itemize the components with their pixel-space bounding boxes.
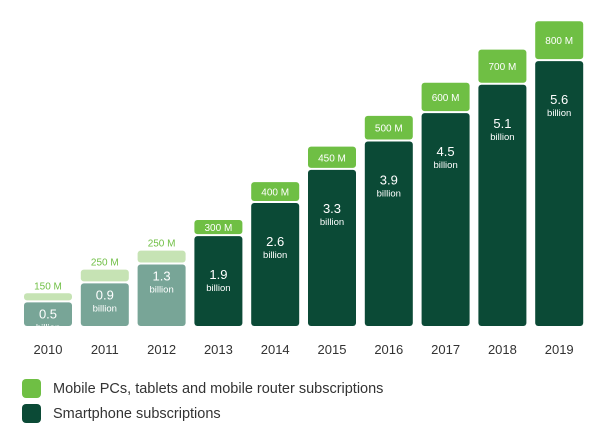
- bar-mobile-pc-2010: [24, 293, 72, 301]
- legend-swatch-mobile-pcs: [22, 379, 41, 398]
- label-smartphone-2012: 1.3: [153, 269, 171, 284]
- x-tick-2012: 2012: [147, 342, 176, 357]
- label-smartphone-2011: 0.9: [96, 287, 114, 302]
- legend-item-mobile-pcs: Mobile PCs, tablets and mobile router su…: [22, 376, 383, 401]
- x-tick-2011: 2011: [91, 342, 119, 357]
- label-mobile-pc-2017: 600 M: [432, 93, 460, 104]
- bar-smartphone-2015: [308, 169, 356, 326]
- bar-smartphone-2011: [80, 283, 129, 326]
- label-mobile-pc-2015: 450 M: [318, 153, 346, 164]
- bar-mobile-pc-2017: [421, 82, 470, 112]
- label-mobile-pc-2011: 250 M: [91, 258, 119, 269]
- bar-smartphone-2018: [478, 84, 527, 327]
- bar-smartphone-2016: [364, 141, 413, 326]
- legend-label-mobile-pcs: Mobile PCs, tablets and mobile router su…: [53, 380, 384, 397]
- label-mobile-pc-2013: 300 M: [205, 223, 233, 234]
- x-tick-2017: 2017: [431, 342, 460, 357]
- x-tick-2019: 2019: [545, 342, 574, 357]
- legend-swatch-smartphone: [22, 404, 41, 423]
- label-smartphone-2015: 3.3: [323, 201, 341, 216]
- label-smartphone-unit-2013: billion: [206, 283, 230, 294]
- label-smartphone-2010: 0.5: [39, 306, 57, 321]
- bar-mobile-pc-2019: [535, 21, 584, 60]
- bar-mobile-pc-2016: [364, 115, 413, 140]
- label-mobile-pc-2014: 400 M: [261, 188, 289, 199]
- bar-mobile-pc-2012: [137, 250, 186, 263]
- label-smartphone-2016: 3.9: [380, 173, 398, 188]
- bar-mobile-pc-2015: [308, 146, 356, 168]
- x-tick-2014: 2014: [261, 342, 290, 357]
- label-smartphone-unit-2016: billion: [377, 189, 401, 200]
- label-smartphone-unit-2012: billion: [149, 285, 173, 296]
- legend-label-smartphone: Smartphone subscriptions: [53, 405, 221, 422]
- label-smartphone-2018: 5.1: [493, 116, 511, 131]
- x-tick-2013: 2013: [204, 342, 233, 357]
- label-smartphone-unit-2015: billion: [320, 217, 344, 228]
- bar-smartphone-2013: [194, 236, 243, 326]
- label-smartphone-unit-2014: billion: [263, 250, 287, 261]
- label-smartphone-unit-2019: billion: [547, 108, 571, 119]
- label-mobile-pc-2019: 800 M: [545, 36, 573, 47]
- x-tick-2010: 2010: [34, 342, 63, 357]
- label-smartphone-2014: 2.6: [266, 234, 284, 249]
- bar-mobile-pc-2014: [251, 182, 300, 202]
- legend: Mobile PCs, tablets and mobile router su…: [22, 376, 383, 426]
- bar-smartphone-2017: [421, 113, 470, 327]
- label-smartphone-2013: 1.9: [209, 267, 227, 282]
- bar-mobile-pc-2011: [80, 269, 129, 282]
- bar-smartphone-2010: [24, 302, 72, 326]
- x-tick-2015: 2015: [318, 342, 347, 357]
- bar-mobile-pc-2018: [478, 49, 527, 83]
- label-smartphone-2017: 4.5: [437, 144, 455, 159]
- label-smartphone-unit-2011: billion: [93, 303, 117, 314]
- label-mobile-pc-2010: 150 M: [34, 281, 62, 292]
- x-tick-2018: 2018: [488, 342, 517, 357]
- label-smartphone-2019: 5.6: [550, 92, 568, 107]
- label-smartphone-unit-2010: billion: [36, 322, 60, 333]
- bar-smartphone-2014: [251, 203, 300, 326]
- label-mobile-pc-2016: 500 M: [375, 124, 403, 135]
- x-tick-2016: 2016: [374, 342, 403, 357]
- bar-mobile-pc-2013: [194, 219, 243, 235]
- label-mobile-pc-2012: 250 M: [148, 239, 176, 250]
- label-smartphone-unit-2018: billion: [490, 132, 514, 143]
- legend-item-smartphone: Smartphone subscriptions: [22, 401, 383, 426]
- bar-smartphone-2012: [137, 264, 186, 326]
- label-mobile-pc-2018: 700 M: [489, 62, 517, 73]
- label-smartphone-unit-2017: billion: [433, 160, 457, 171]
- bar-smartphone-2019: [535, 61, 584, 327]
